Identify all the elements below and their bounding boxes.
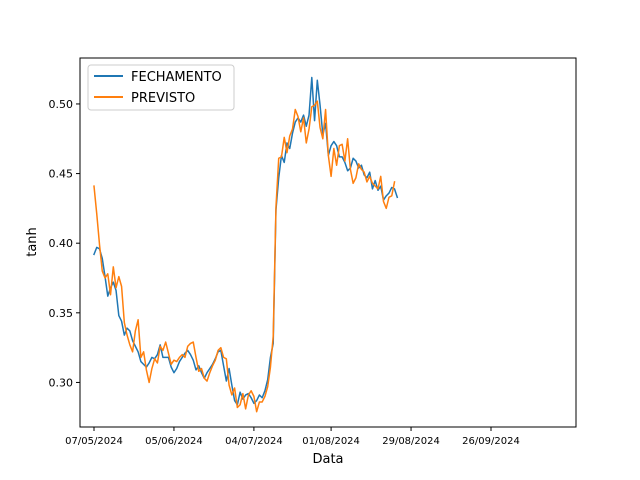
series-layer xyxy=(93,76,399,413)
plot-area xyxy=(80,58,576,427)
legend-label-previsto: PREVISTO xyxy=(131,91,195,106)
y-tick-label: 0.30 xyxy=(49,376,74,389)
series-line-fechamento xyxy=(93,76,399,406)
x-tick-label: 05/06/2024 xyxy=(145,436,203,447)
x-tick-label: 01/08/2024 xyxy=(302,436,360,447)
y-tick-label: 0.40 xyxy=(49,237,74,250)
y-axis-label: tanh xyxy=(25,227,40,257)
x-tick-label: 26/09/2024 xyxy=(462,436,520,447)
legend-box xyxy=(87,64,235,111)
legend-label-fechamento: FECHAMENTO xyxy=(131,70,222,85)
x-tick-label: 07/05/2024 xyxy=(65,436,123,447)
y-tick-label: 0.50 xyxy=(49,98,74,111)
plot-frame xyxy=(79,57,577,428)
x-axis-label: Data xyxy=(312,452,343,467)
y-tick-label: 0.45 xyxy=(49,168,74,181)
x-tick-label: 04/07/2024 xyxy=(225,436,283,447)
legend: FECHAMENTO PREVISTO xyxy=(87,64,235,111)
y-axis-ticks: 0.30 0.35 0.40 0.45 0.50 xyxy=(49,98,80,389)
series-line-previsto xyxy=(93,100,396,413)
x-tick-label: 29/08/2024 xyxy=(382,436,440,447)
y-tick-label: 0.35 xyxy=(49,307,74,320)
x-axis-ticks: 07/05/2024 05/06/2024 04/07/2024 01/08/2024… xyxy=(65,427,520,447)
